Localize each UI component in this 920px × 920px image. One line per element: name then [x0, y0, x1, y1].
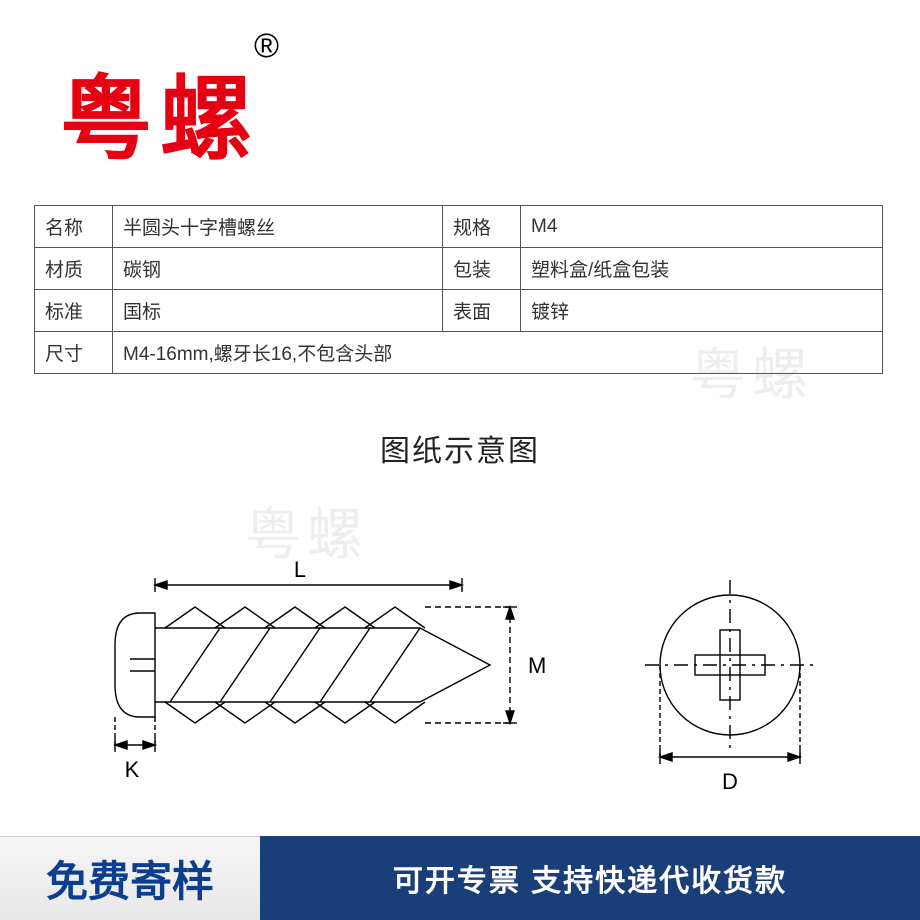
dim-label-D: D — [722, 769, 738, 794]
spec-table: 名称 半圆头十字槽螺丝 规格 M4 材质 碳钢 包装 塑料盒/纸盒包装 标准 国… — [34, 205, 883, 374]
dim-label-M: M — [528, 653, 546, 678]
cell-value: M4-16mm,螺牙长16,不包含头部 — [113, 332, 883, 374]
cell-value: 碳钢 — [113, 248, 443, 290]
cell-label: 名称 — [35, 206, 113, 248]
cell-value: 国标 — [113, 290, 443, 332]
promo-banner: 免费寄样 可开专票 支持快递代收货款 — [0, 836, 920, 920]
table-row: 尺寸 M4-16mm,螺牙长16,不包含头部 — [35, 332, 883, 374]
cell-label: 表面 — [443, 290, 521, 332]
banner-right-text: 可开专票 支持快递代收货款 — [260, 836, 920, 920]
registered-mark: ® — [254, 27, 279, 65]
cell-label: 材质 — [35, 248, 113, 290]
cell-value: 半圆头十字槽螺丝 — [113, 206, 443, 248]
screw-diagram: L — [60, 545, 860, 825]
diagram-title: 图纸示意图 — [0, 426, 920, 470]
table-row: 标准 国标 表面 镀锌 — [35, 290, 883, 332]
dim-label-L: L — [294, 557, 306, 582]
cell-value: M4 — [521, 206, 883, 248]
cell-value: 镀锌 — [521, 290, 883, 332]
table-row: 材质 碳钢 包装 塑料盒/纸盒包装 — [35, 248, 883, 290]
table-row: 名称 半圆头十字槽螺丝 规格 M4 — [35, 206, 883, 248]
brand-logo: 粤螺® — [60, 45, 285, 178]
banner-left-text: 免费寄样 — [0, 836, 260, 920]
cell-label: 尺寸 — [35, 332, 113, 374]
logo-text: 粤螺 — [60, 45, 260, 178]
cell-label: 规格 — [443, 206, 521, 248]
cell-value: 塑料盒/纸盒包装 — [521, 248, 883, 290]
cell-label: 标准 — [35, 290, 113, 332]
cell-label: 包装 — [443, 248, 521, 290]
dim-label-K: K — [125, 757, 140, 782]
